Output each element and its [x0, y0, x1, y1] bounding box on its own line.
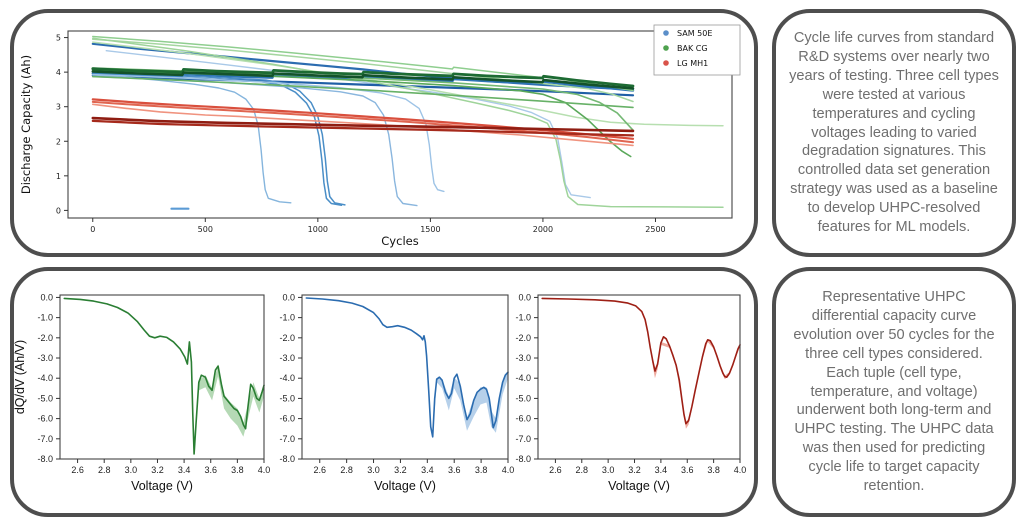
svg-text:-4.0: -4.0 — [515, 373, 531, 383]
svg-text:-6.0: -6.0 — [279, 414, 295, 424]
svg-text:Voltage (V): Voltage (V) — [374, 479, 436, 493]
svg-text:-2.0: -2.0 — [37, 333, 53, 343]
svg-text:-7.0: -7.0 — [515, 434, 531, 444]
svg-text:-4.0: -4.0 — [279, 373, 295, 383]
svg-text:2500: 2500 — [645, 225, 665, 234]
svg-text:3.0: 3.0 — [602, 465, 615, 475]
svg-text:2.8: 2.8 — [576, 465, 589, 475]
svg-text:1000: 1000 — [308, 225, 328, 234]
svg-text:2.8: 2.8 — [98, 465, 111, 475]
svg-text:-3.0: -3.0 — [515, 353, 531, 363]
svg-text:2: 2 — [56, 137, 61, 146]
svg-text:3.6: 3.6 — [204, 465, 217, 475]
svg-text:-8.0: -8.0 — [515, 454, 531, 464]
cycle-life-note-text: Cycle life curves from standard R&D syst… — [789, 29, 999, 236]
svg-text:0: 0 — [90, 225, 95, 234]
svg-text:2.6: 2.6 — [313, 465, 326, 475]
svg-text:3.6: 3.6 — [681, 465, 694, 475]
svg-text:3.4: 3.4 — [178, 465, 191, 475]
svg-text:3: 3 — [56, 103, 61, 112]
svg-text:Voltage (V): Voltage (V) — [131, 479, 193, 493]
dqdv-charts: 2.6 2.8 3.0 3.2 3.4 3.6 3.8 4.0 0.0 -1.0 -2.0 -3.0 -… — [14, 271, 754, 513]
svg-text:0.0: 0.0 — [282, 292, 295, 302]
svg-text:-5.0: -5.0 — [279, 393, 295, 403]
svg-text:3.2: 3.2 — [394, 465, 407, 475]
svg-text:3.2: 3.2 — [628, 465, 641, 475]
svg-text:SAM 50E: SAM 50E — [677, 29, 712, 38]
svg-text:3.4: 3.4 — [421, 465, 434, 475]
svg-text:-1.0: -1.0 — [279, 313, 295, 323]
svg-text:Voltage (V): Voltage (V) — [608, 479, 670, 493]
cycle-life-chart: 0 500 1000 1500 2000 2500 0 1 2 3 4 5 Cycles Discharg… — [14, 13, 754, 253]
svg-text:2.6: 2.6 — [71, 465, 84, 475]
svg-text:-7.0: -7.0 — [279, 434, 295, 444]
svg-text:3.2: 3.2 — [151, 465, 164, 475]
svg-text:3.0: 3.0 — [367, 465, 380, 475]
cycle-life-chart-panel: 0 500 1000 1500 2000 2500 0 1 2 3 4 5 Cycles Discharg… — [10, 9, 758, 257]
svg-text:4.0: 4.0 — [502, 465, 515, 475]
svg-text:Cycles: Cycles — [381, 234, 418, 248]
svg-text:4: 4 — [56, 68, 61, 77]
svg-text:4.0: 4.0 — [258, 465, 271, 475]
svg-text:2.6: 2.6 — [549, 465, 562, 475]
svg-text:-2.0: -2.0 — [279, 333, 295, 343]
svg-text:-4.0: -4.0 — [37, 373, 53, 383]
cycle-life-note-panel: Cycle life curves from standard R&D syst… — [772, 9, 1016, 257]
svg-text:-7.0: -7.0 — [37, 434, 53, 444]
svg-text:BAK CG: BAK CG — [677, 44, 708, 53]
svg-text:-2.0: -2.0 — [515, 333, 531, 343]
dqdv-charts-svg: 2.6 2.8 3.0 3.2 3.4 3.6 3.8 4.0 0.0 -1.0 -2.0 -3.0 -… — [14, 292, 747, 493]
svg-text:0.0: 0.0 — [518, 292, 531, 302]
svg-text:-5.0: -5.0 — [515, 393, 531, 403]
svg-text:-1.0: -1.0 — [37, 313, 53, 323]
svg-text:3.0: 3.0 — [125, 465, 138, 475]
svg-text:4.0: 4.0 — [734, 465, 747, 475]
svg-text:Discharge Capacity (Ah): Discharge Capacity (Ah) — [19, 55, 33, 194]
svg-text:0.0: 0.0 — [40, 292, 53, 302]
svg-text:1: 1 — [56, 172, 61, 181]
svg-text:5: 5 — [56, 34, 61, 43]
svg-text:3.8: 3.8 — [707, 465, 720, 475]
svg-text:-8.0: -8.0 — [37, 454, 53, 464]
svg-text:dQ/dV (Ah/V): dQ/dV (Ah/V) — [14, 340, 27, 414]
svg-text:2000: 2000 — [533, 225, 553, 234]
svg-text:0: 0 — [56, 206, 61, 215]
svg-text:-5.0: -5.0 — [37, 393, 53, 403]
uhpc-note-text: Representative UHPC differential capacit… — [793, 288, 995, 495]
cycle-life-chart-svg: 0 500 1000 1500 2000 2500 0 1 2 3 4 5 Cycles Discharg… — [19, 24, 741, 248]
svg-text:3.8: 3.8 — [475, 465, 488, 475]
svg-text:-6.0: -6.0 — [37, 414, 53, 424]
svg-text:3.8: 3.8 — [231, 465, 244, 475]
svg-text:500: 500 — [198, 225, 213, 234]
svg-text:1500: 1500 — [420, 225, 440, 234]
svg-text:3.4: 3.4 — [655, 465, 668, 475]
svg-text:-3.0: -3.0 — [37, 353, 53, 363]
svg-text:-8.0: -8.0 — [279, 454, 295, 464]
uhpc-note-panel: Representative UHPC differential capacit… — [772, 267, 1016, 517]
svg-text:-6.0: -6.0 — [515, 414, 531, 424]
dqdv-charts-panel: 2.6 2.8 3.0 3.2 3.4 3.6 3.8 4.0 0.0 -1.0 -2.0 -3.0 -… — [10, 267, 758, 517]
svg-text:-3.0: -3.0 — [279, 353, 295, 363]
svg-text:LG MH1: LG MH1 — [677, 59, 708, 68]
svg-text:2.8: 2.8 — [340, 465, 353, 475]
svg-text:3.6: 3.6 — [448, 465, 461, 475]
svg-text:-1.0: -1.0 — [515, 313, 531, 323]
